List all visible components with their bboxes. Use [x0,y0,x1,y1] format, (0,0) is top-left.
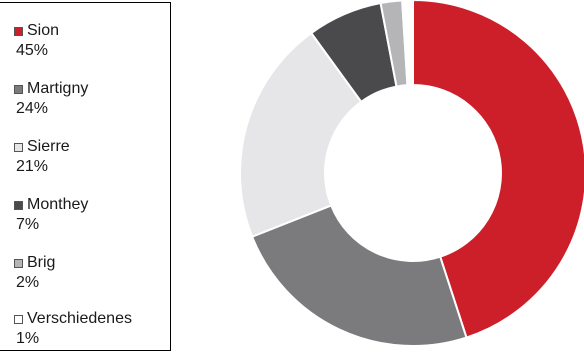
legend-value-brig: 2% [16,274,40,291]
legend-label-sion: Sion [27,22,60,39]
chart-legend: Sion 45% Martigny 24% Sierre 21% Monthey… [0,2,171,351]
legend-label-brig: Brig [27,254,56,271]
legend-item-sion: Sion 45% [14,21,59,61]
legend-swatch-martigny [14,84,23,94]
legend-item-monthey: Monthey 7% [14,195,88,235]
legend-label-monthey: Monthey [27,196,89,213]
legend-value-sierre: 21% [16,158,49,175]
donut-slice-sion [412,0,584,339]
legend-label-verschiedenes: Verschiedenes [27,310,132,327]
legend-label-martigny: Martigny [27,80,89,97]
legend-item-martigny: Martigny 24% [14,79,88,119]
legend-item-sierre: Sierre 21% [14,137,70,177]
donut-slice-martigny [250,204,468,347]
legend-label-sierre: Sierre [27,138,70,155]
legend-item-brig: Brig 2% [14,253,55,293]
legend-swatch-brig [14,258,23,268]
legend-item-verschiedenes: Verschiedenes 1% [14,309,132,349]
legend-swatch-verschiedenes [14,314,23,324]
legend-value-verschiedenes: 1% [16,330,40,347]
legend-value-sion: 45% [16,42,49,59]
donut-slice-verschiedenes [401,0,414,87]
legend-swatch-sierre [14,142,23,152]
donut-slice-sierre [239,31,363,238]
legend-value-martigny: 24% [16,100,49,117]
legend-swatch-monthey [14,200,23,210]
legend-swatch-sion [14,26,23,36]
legend-value-monthey: 7% [16,216,40,233]
